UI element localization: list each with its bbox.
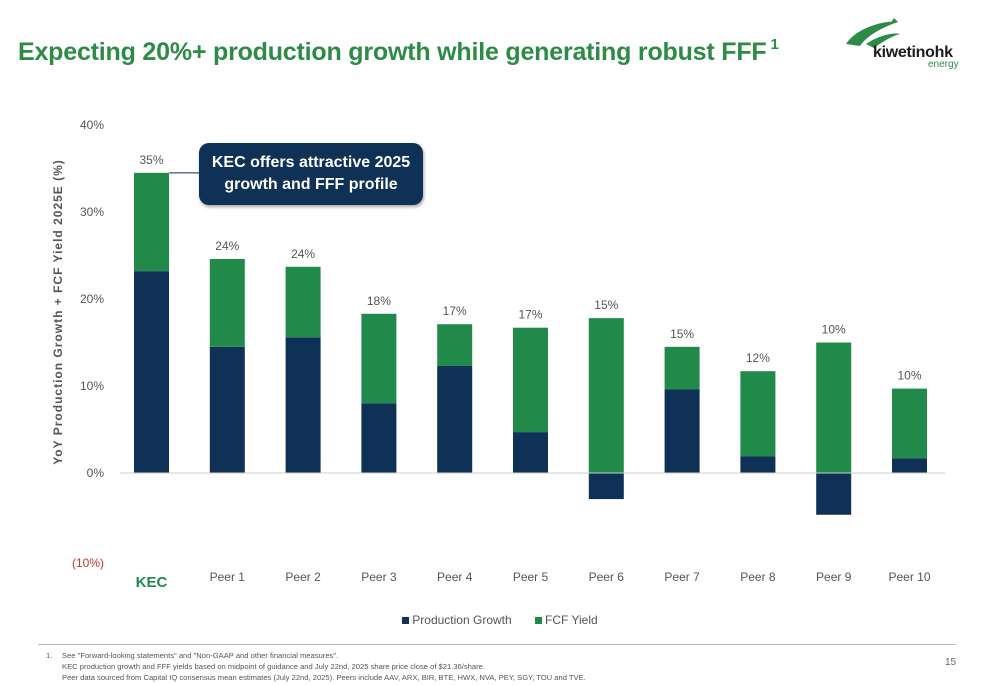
legend-swatch-production <box>402 617 410 625</box>
bar-production-peer-7 <box>664 389 700 473</box>
callout-line-2: growth and FFF profile <box>224 176 398 193</box>
total-label: 24% <box>215 239 239 253</box>
x-tick-label: Peer 8 <box>740 570 776 584</box>
bar-fcf-peer-6 <box>588 318 624 473</box>
x-tick-label: Peer 6 <box>589 570 625 584</box>
x-tick-label: KEC <box>136 574 168 591</box>
logo-wordmark: kiwetinohk <box>873 44 953 61</box>
bar-production-peer-5 <box>513 432 548 473</box>
y-tick-label: 10% <box>80 379 104 393</box>
x-tick-label: Peer 3 <box>361 570 397 584</box>
page-number: 15 <box>945 657 957 668</box>
footnote-line-1: See "Forward-looking statements" and "No… <box>62 651 339 660</box>
bar-production-kec <box>134 271 169 473</box>
bar-production-peer-2 <box>285 337 321 473</box>
bar-fcf-peer-4 <box>437 324 473 366</box>
logo-swoosh-icon <box>846 18 900 48</box>
x-tick-label: Peer 9 <box>816 570 852 584</box>
total-label: 17% <box>443 304 467 318</box>
x-tick-label: Peer 7 <box>664 570 700 584</box>
y-tick-label: (10%) <box>72 556 104 570</box>
bar-fcf-kec <box>134 172 169 272</box>
legend: Production Growth FCF Yield <box>0 613 1000 627</box>
bar-production-peer-8 <box>740 456 776 473</box>
bar-fcf-peer-8 <box>740 371 776 457</box>
callout-box: KEC offers attractive 2025 growth and FF… <box>199 143 423 205</box>
x-tick-label: Peer 10 <box>888 570 930 584</box>
bar-fcf-peer-7 <box>664 346 700 390</box>
total-label: 17% <box>518 308 542 322</box>
total-label: 15% <box>594 298 618 312</box>
bar-production-peer-4 <box>437 365 473 473</box>
total-label: 18% <box>367 294 391 308</box>
callout-line-1: KEC offers attractive 2025 <box>211 154 411 171</box>
bar-fcf-peer-2 <box>285 266 321 338</box>
x-tick-label: Peer 5 <box>513 570 549 584</box>
bar-production-peer-10 <box>892 458 927 473</box>
bar-production-peer-1 <box>209 346 245 473</box>
bar-fcf-peer-9 <box>816 342 852 473</box>
y-tick-label: 20% <box>80 292 104 306</box>
legend-item-fcf-yield: FCF Yield <box>535 613 598 627</box>
y-tick-label: 0% <box>87 466 105 480</box>
bar-production-peer-6 <box>588 473 624 500</box>
y-tick-label: 30% <box>80 205 104 219</box>
footnote-number: 1. <box>46 651 53 660</box>
logo-subtitle: energy <box>928 59 959 70</box>
bar-fcf-peer-5 <box>513 327 548 433</box>
x-tick-label: Peer 2 <box>285 570 321 584</box>
total-label: 15% <box>670 327 694 341</box>
bar-production-peer-9 <box>816 473 852 515</box>
bar-fcf-peer-10 <box>892 388 927 459</box>
total-label: 12% <box>746 351 770 365</box>
chart: 40% 30% 20% 10% 0% (10%) 35% 24% 24% 18% 17% 17% 15… <box>72 118 945 591</box>
title-footnote-marker: 1 <box>770 36 779 53</box>
footnote: 1. See "Forward-looking statements" and … <box>46 650 586 683</box>
footnote-line-3: Peer data sourced from Capital IQ consen… <box>62 673 586 682</box>
footnote-line-2: KEC production growth and FFF yields bas… <box>62 662 485 671</box>
x-tick-label: Peer 4 <box>437 570 473 584</box>
footer-divider <box>38 644 956 645</box>
total-label: 35% <box>139 153 163 167</box>
total-label: 10% <box>822 323 846 337</box>
total-label: 24% <box>291 247 315 261</box>
bar-fcf-peer-3 <box>361 313 397 404</box>
legend-item-production-growth: Production Growth <box>402 613 512 627</box>
bar-production-peer-3 <box>361 403 397 473</box>
bar-fcf-peer-1 <box>209 258 245 347</box>
slide-title: Expecting 20%+ production growth while g… <box>18 36 779 66</box>
y-tick-label: 40% <box>80 118 104 132</box>
legend-swatch-fcf <box>535 617 543 625</box>
x-tick-label: Peer 1 <box>210 570 246 584</box>
total-label: 10% <box>897 369 921 383</box>
